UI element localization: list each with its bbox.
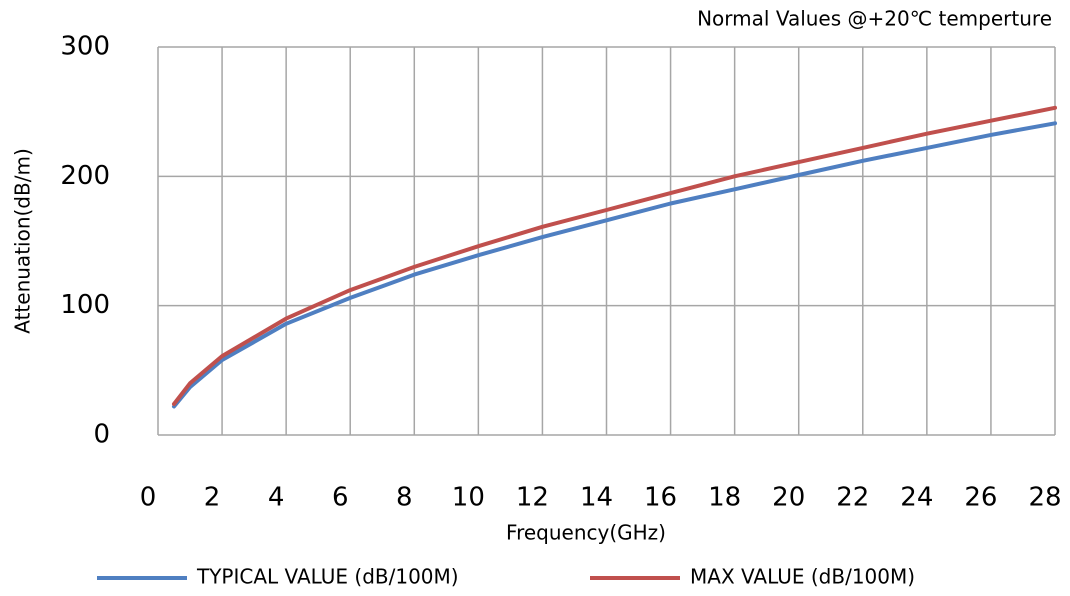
x-tick-label: 4: [268, 483, 285, 513]
x-tick-label: 2: [204, 483, 221, 513]
y-tick-label: 200: [60, 161, 110, 191]
x-tick-label: 14: [580, 483, 613, 513]
y-tick-label: 0: [93, 420, 110, 450]
x-tick-label: 0: [140, 483, 157, 513]
y-tick-label: 300: [60, 32, 110, 62]
legend-label: TYPICAL VALUE (dB/100M): [196, 565, 459, 589]
x-tick-label: 24: [900, 483, 933, 513]
x-tick-label: 12: [516, 483, 549, 513]
series-line: [172, 121, 1057, 409]
x-tick-label: 6: [332, 483, 349, 513]
x-tick-label: 10: [452, 483, 485, 513]
x-tick-label: 8: [396, 483, 413, 513]
x-tick-label: 20: [772, 483, 805, 513]
x-tick-label: 26: [964, 483, 997, 513]
series-line: [172, 105, 1057, 406]
annotation: Normal Values @+20℃ temperture: [697, 7, 1052, 31]
x-tick-label: 16: [644, 483, 677, 513]
x-tick-label: 28: [1028, 483, 1061, 513]
x-axis-label: Frequency(GHz): [506, 521, 666, 545]
x-tick-label: 22: [836, 483, 869, 513]
x-tick-label: 18: [708, 483, 741, 513]
y-axis-label: Attenuation(dB/m): [11, 148, 35, 333]
legend-label: MAX VALUE (dB/100M): [690, 565, 915, 589]
y-tick-label: 100: [60, 290, 110, 320]
